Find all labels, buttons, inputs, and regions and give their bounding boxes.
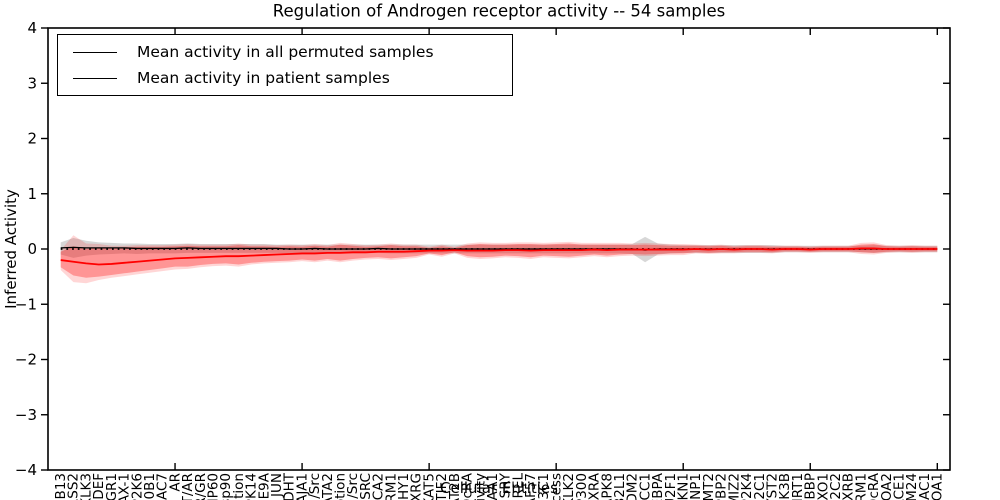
x-entity-label: T-DHT/AR/DAX-1 bbox=[117, 473, 133, 500]
x-entity-label: MAPK14 bbox=[244, 473, 260, 500]
patient-samples-inner-range-band bbox=[60, 243, 938, 278]
x-entity-label: SMARCA2 bbox=[371, 473, 387, 500]
x-entity-label: KLK3 bbox=[78, 473, 94, 500]
x-entity-label: SRC bbox=[358, 473, 374, 500]
x-entity-label: RXRA bbox=[587, 472, 603, 500]
x-entity-label: NR0B1 bbox=[142, 473, 158, 500]
x-entity-label: APPBP2 bbox=[714, 473, 730, 500]
x-entity-label: T-DHT/AR bbox=[180, 473, 196, 500]
x-entity-label: mol:T-DHT bbox=[282, 472, 298, 500]
x-entity-label: MDM2 bbox=[625, 473, 641, 500]
patient-line-swatch bbox=[73, 77, 117, 79]
x-entity-label: MAP2K4 bbox=[739, 473, 755, 500]
x-entity-label: T-DHT/AR/Hsp90 bbox=[218, 473, 234, 500]
x-entity-label: CARM1 bbox=[853, 473, 869, 500]
chart-title: Regulation of Androgen receptor activity… bbox=[272, 1, 726, 21]
legend-label: Mean activity in patient samples bbox=[137, 69, 390, 87]
x-entity-label: PKN1 bbox=[676, 473, 692, 500]
x-entity-label: NR2C2 bbox=[828, 473, 844, 500]
x-entity-label: SMARCE1 bbox=[892, 473, 908, 500]
x-entity-label: SMARCC1 bbox=[637, 473, 653, 500]
x-entity-label: positive regulation of transcription bbox=[333, 473, 349, 500]
legend: Mean activity in all permuted samples Me… bbox=[57, 34, 513, 96]
x-axis-title: Cellular Entities bbox=[440, 479, 558, 497]
x-entity-label: NR2C1 bbox=[752, 473, 768, 500]
x-entity-label: BRM/BAF57 bbox=[523, 473, 539, 500]
y-axis-title: Inferred Activity bbox=[2, 189, 20, 309]
x-entity-label: CEBPA bbox=[650, 472, 666, 500]
x-entity-label: KAT2B bbox=[447, 473, 463, 500]
legend-label: Mean activity in all permuted samples bbox=[137, 43, 434, 61]
x-entity-label: HSP90AA1 bbox=[485, 473, 501, 500]
x-entity-label: SRY bbox=[498, 472, 514, 498]
x-entity-label: proteasomal ubiquitin-dependent protein … bbox=[548, 473, 564, 500]
y-tick-label: 2 bbox=[27, 130, 37, 148]
x-entity-label: EHMT2 bbox=[701, 473, 717, 500]
x-entity-label: epidermal growth factor receptor activit… bbox=[472, 473, 488, 500]
y-tick-label: 3 bbox=[27, 74, 37, 92]
x-entity-label: ZMIZ2 bbox=[726, 473, 742, 500]
x-entity-label: NCOA2 bbox=[879, 473, 895, 500]
x-entity-label: T-DHT/AR/TIF2/CARM1 bbox=[383, 473, 399, 500]
x-entity-label: HOXB13 bbox=[53, 473, 69, 500]
x-entity-label: RCHY1 bbox=[396, 473, 412, 500]
x-entity-label: SPDEF bbox=[91, 473, 107, 500]
y-tick-label: −2 bbox=[15, 351, 37, 369]
x-entity-label: AR/RACK1/Src bbox=[345, 473, 361, 500]
x-entity-label: RXRB bbox=[841, 473, 857, 500]
y-tick-label: −4 bbox=[15, 461, 37, 479]
x-entity-label: T-DHT/AR/TIP60 bbox=[205, 473, 221, 500]
patient-mean-line bbox=[60, 247, 938, 266]
x-entity-label: TMPRSS2 bbox=[66, 473, 82, 500]
x-entity-label: NR3C1 bbox=[536, 473, 552, 500]
x-entity-label: GSK3B bbox=[777, 473, 793, 500]
legend-entry-permuted: Mean activity in all permuted samples bbox=[58, 43, 512, 61]
y-tick-label: 0 bbox=[27, 240, 37, 258]
y-tick-label: 1 bbox=[27, 185, 37, 203]
x-entity-label: JUN bbox=[269, 473, 285, 498]
x-entity-label: MYST2 bbox=[764, 473, 780, 500]
x-entity-label: RXRs/9cRA bbox=[866, 472, 882, 500]
x-entity-label: mol:9cRA bbox=[460, 472, 476, 500]
x-entity-label: KLK2 bbox=[561, 473, 577, 500]
x-entity-label: SENP1 bbox=[688, 473, 704, 500]
x-entity-label: AR/GR bbox=[193, 473, 209, 500]
x-entity-label: MAPK8 bbox=[599, 473, 615, 500]
y-tick-label: −1 bbox=[15, 295, 37, 313]
x-entity-label: TRIM24 bbox=[904, 473, 920, 500]
x-entity-label: HDAC1 bbox=[917, 473, 933, 500]
x-entity-label: EP300 bbox=[574, 473, 590, 500]
x-entity-label: MAP2K6 bbox=[129, 473, 145, 500]
x-entity-label: POU2F1 bbox=[663, 473, 679, 500]
x-entity-label: GATA2 bbox=[320, 473, 336, 500]
x-entity-label: PDE9A bbox=[256, 472, 272, 500]
x-entity-label: SIRT1 bbox=[790, 473, 806, 500]
y-tick-label: −3 bbox=[15, 406, 37, 424]
x-entity-label: EGR1 bbox=[104, 473, 120, 500]
x-entity-label: DNAJA1 bbox=[294, 473, 310, 500]
x-entity-label: RXRG bbox=[409, 473, 425, 500]
x-entity-label: CREBBP bbox=[803, 473, 819, 500]
patient-samples-outer-range-band bbox=[60, 235, 938, 284]
x-entity-label: HDAC7 bbox=[155, 473, 171, 500]
x-entity-label: GNB2L1 bbox=[612, 473, 628, 500]
x-entity-label: NCOA1 bbox=[930, 473, 946, 500]
y-tick-label: 4 bbox=[27, 19, 37, 37]
x-entity-label: REL bbox=[510, 473, 526, 499]
x-entity-label: T-DHT/AR/TIF2 bbox=[434, 473, 450, 500]
x-entity-label: KAT5 bbox=[421, 473, 437, 500]
x-entity-label: AR bbox=[167, 473, 183, 492]
x-entity-label: cell proliferation bbox=[231, 473, 247, 500]
legend-entry-patient: Mean activity in patient samples bbox=[58, 69, 512, 87]
permuted-line-swatch bbox=[73, 51, 117, 53]
x-entity-label: T-DHT/AR/RACK1/Src bbox=[307, 473, 323, 500]
x-entity-label: FOXO1 bbox=[815, 473, 831, 500]
